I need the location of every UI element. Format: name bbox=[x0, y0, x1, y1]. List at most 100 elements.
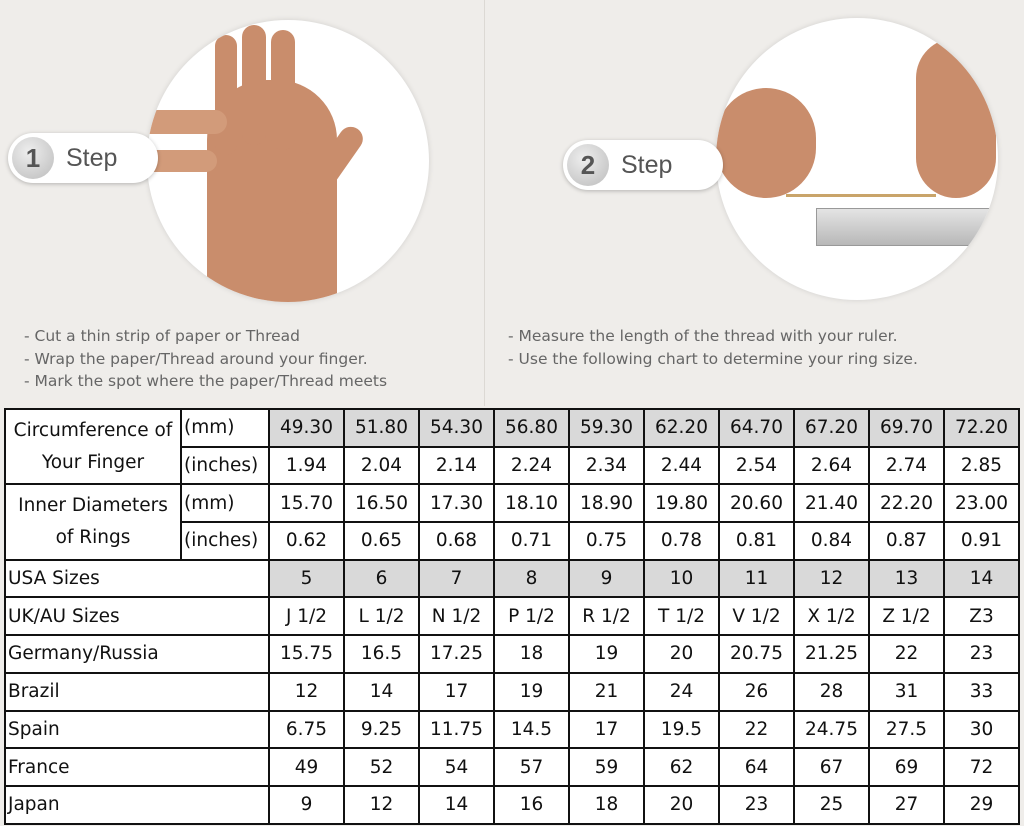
instruction: - Wrap the paper/Thread around your fing… bbox=[24, 349, 368, 368]
instruction: - Use the following chart to determine y… bbox=[508, 349, 918, 368]
table-cell: X 1/2 bbox=[793, 596, 870, 637]
table-cell: 21 bbox=[568, 671, 645, 712]
table-cell: 30 bbox=[943, 709, 1020, 750]
unit-label: (inches) bbox=[180, 445, 270, 486]
hand-wrapping-finger-image bbox=[147, 20, 429, 302]
ruler-icon bbox=[816, 208, 996, 246]
table-row: Spain 6.75 9.25 11.75 14.5 17 19.5 22 24.75 27.5 3… bbox=[4, 709, 1020, 750]
table-cell: 18.90 bbox=[568, 483, 645, 524]
table-cell: 16.50 bbox=[343, 483, 420, 524]
table-cell: 14 bbox=[418, 784, 495, 825]
table-cell: 12 bbox=[268, 671, 345, 712]
table-cell: 62.20 bbox=[643, 408, 720, 448]
table-cell: 2.64 bbox=[793, 445, 870, 486]
table-cell: 17 bbox=[568, 709, 645, 750]
table-cell: 2.14 bbox=[418, 445, 495, 486]
table-cell: 7 bbox=[418, 558, 495, 599]
table-cell: 69.70 bbox=[868, 408, 945, 448]
table-cell: 6.75 bbox=[268, 709, 345, 750]
instruction: - Cut a thin strip of paper or Thread bbox=[24, 327, 301, 345]
table-cell: 0.71 bbox=[493, 521, 570, 561]
table-cell: 11.75 bbox=[418, 709, 495, 750]
step-label: Step bbox=[66, 143, 118, 172]
step-1-instructions: - Cut a thin strip of paper or Thread - … bbox=[24, 325, 387, 393]
thread-ruler-image bbox=[716, 18, 998, 300]
table-cell: 17.30 bbox=[418, 483, 495, 524]
table-cell: 24 bbox=[643, 671, 720, 712]
table-cell: 9 bbox=[268, 784, 345, 825]
table-cell: 31 bbox=[868, 671, 945, 712]
table-cell: 62 bbox=[643, 747, 720, 787]
table-cell: 24.75 bbox=[793, 709, 870, 750]
table-cell: 2.54 bbox=[718, 445, 795, 486]
table-cell: 27 bbox=[868, 784, 945, 825]
table-cell: 20.75 bbox=[718, 634, 795, 674]
instruction: - Mark the spot where the paper/Thread m… bbox=[24, 372, 388, 390]
table-cell: 23 bbox=[718, 784, 795, 825]
table-cell: Z 1/2 bbox=[868, 596, 945, 637]
row-header: Spain bbox=[4, 709, 270, 750]
table-cell: 10 bbox=[643, 558, 720, 599]
table-cell: 23 bbox=[943, 634, 1020, 674]
table-cell: 20.60 bbox=[718, 483, 795, 524]
table-cell: 5 bbox=[268, 558, 345, 599]
unit-label: (inches) bbox=[180, 521, 270, 561]
table-cell: 20 bbox=[643, 784, 720, 825]
table-cell: 9.25 bbox=[343, 709, 420, 750]
table-cell: 28 bbox=[793, 671, 870, 712]
table-cell: 19.80 bbox=[643, 483, 720, 524]
table-cell: 29 bbox=[943, 784, 1020, 825]
table-cell: 67 bbox=[793, 747, 870, 787]
row-header: Japan bbox=[4, 784, 270, 825]
table-cell: 0.91 bbox=[943, 521, 1020, 561]
step-1-badge: 1 Step bbox=[8, 133, 158, 183]
table-cell: Z3 bbox=[943, 596, 1020, 637]
instructions-panel: 1 Step 2 Step - Cut a thin strip of pape… bbox=[0, 0, 1024, 406]
unit-label: (mm) bbox=[180, 483, 270, 524]
table-cell: 20 bbox=[643, 634, 720, 674]
table-cell: 49 bbox=[268, 747, 345, 787]
row-header: France bbox=[4, 747, 270, 787]
table-cell: 19.5 bbox=[643, 709, 720, 750]
table-cell: 2.24 bbox=[493, 445, 570, 486]
table-cell: 21.40 bbox=[793, 483, 870, 524]
table-cell: 2.85 bbox=[943, 445, 1020, 486]
table-cell: 12 bbox=[793, 558, 870, 599]
step-2-badge: 2 Step bbox=[563, 140, 723, 190]
table-cell: 27.5 bbox=[868, 709, 945, 750]
table-cell: 51.80 bbox=[343, 408, 420, 448]
table-cell: 22.20 bbox=[868, 483, 945, 524]
table-row: (inches) 0.62 0.65 0.68 0.71 0.75 0.78 0.81 0.84… bbox=[5, 521, 1020, 561]
table-cell: 1.94 bbox=[268, 445, 345, 486]
table-cell: 33 bbox=[943, 671, 1020, 712]
table-cell: 0.68 bbox=[418, 521, 495, 561]
table-row: Circumference of Your Finger (mm) 49.30 51.… bbox=[4, 407, 1020, 486]
table-cell: 15.70 bbox=[268, 483, 345, 524]
row-header: Inner Diameters of Rings bbox=[4, 483, 182, 561]
table-cell: 72.20 bbox=[943, 408, 1020, 448]
row-header: USA Sizes bbox=[4, 558, 270, 599]
table-row: Inner Diameters of Rings (mm) 15.70 16.50 17… bbox=[4, 483, 1020, 561]
table-cell: 67.20 bbox=[793, 408, 870, 448]
table-row: Brazil 12 14 17 19 21 24 26 28 31 33 bbox=[4, 671, 1020, 712]
table-cell: 6 bbox=[343, 558, 420, 599]
table-cell: 59.30 bbox=[568, 408, 645, 448]
table-cell: 9 bbox=[568, 558, 645, 599]
panel-divider bbox=[484, 0, 485, 406]
table-cell: 2.34 bbox=[568, 445, 645, 486]
table-cell: 16 bbox=[493, 784, 570, 825]
table-cell: 11 bbox=[718, 558, 795, 599]
step-label: Step bbox=[621, 150, 673, 179]
table-cell: 59 bbox=[568, 747, 645, 787]
table-cell: 0.87 bbox=[868, 521, 945, 561]
table-cell: 64 bbox=[718, 747, 795, 787]
table-cell: 18 bbox=[568, 784, 645, 825]
table-cell: 0.84 bbox=[793, 521, 870, 561]
table-cell: R 1/2 bbox=[568, 596, 645, 637]
table-cell: 18.10 bbox=[493, 483, 570, 524]
table-cell: 57 bbox=[493, 747, 570, 787]
table-cell: 16.5 bbox=[343, 634, 420, 674]
table-cell: 14 bbox=[343, 671, 420, 712]
table-row: Japan 9 12 14 16 18 20 23 25 27 29 bbox=[4, 784, 1020, 825]
table-row: (inches) 1.94 2.04 2.14 2.24 2.34 2.44 2.54 2.64… bbox=[5, 445, 1020, 486]
